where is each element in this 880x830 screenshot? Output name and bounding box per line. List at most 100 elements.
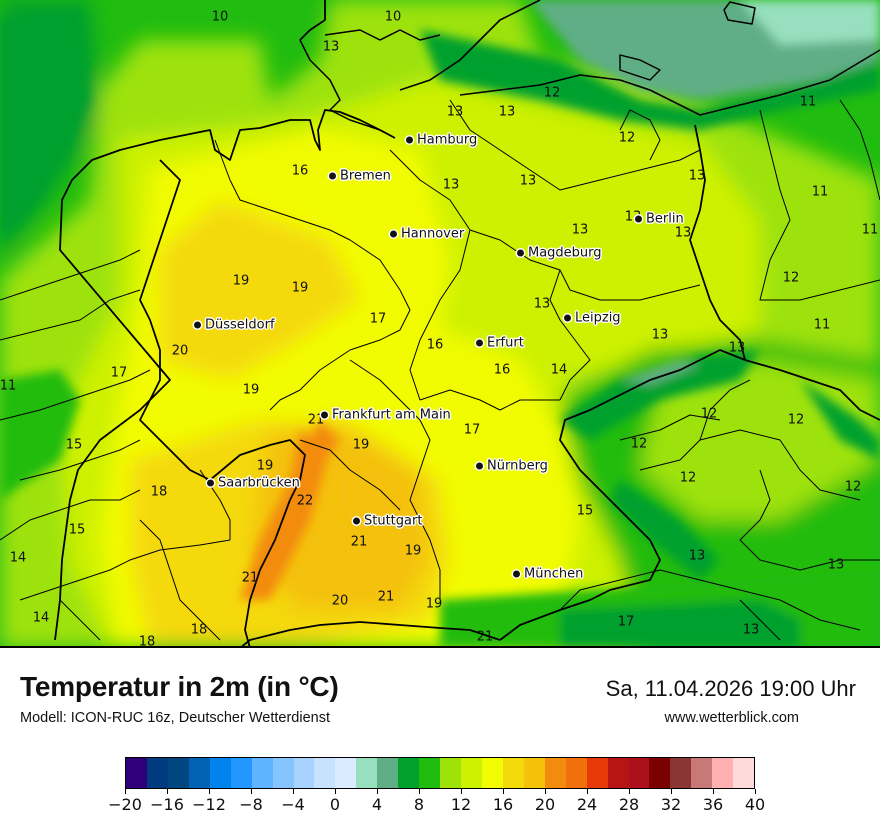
contour-value-label: 20 [331, 593, 349, 609]
colorbar-tick [292, 789, 294, 794]
city-marker: Leipzig [564, 311, 621, 326]
colorbar-segment [419, 758, 441, 788]
colorbar-segment [230, 758, 252, 788]
contour-value-label: 12 [618, 130, 636, 146]
colorbar-segment [293, 758, 315, 788]
city-dot-icon [353, 517, 360, 525]
contour-value-label: 12 [630, 436, 648, 452]
city-name: Berlin [646, 211, 684, 227]
temperature-map: 10 10 13 12 13 13 11 12 16 13 13 13 11 13 13 13 11 19 19 12… [0, 0, 880, 648]
contour-value-label: 21 [350, 534, 368, 550]
city-marker: Magdeburg [517, 246, 602, 261]
colorbar-segment [314, 758, 336, 788]
city-dot-icon [329, 172, 336, 180]
contour-value-label: 21 [307, 412, 325, 428]
colorbar-segment [733, 758, 755, 788]
contour-value-label: 18 [138, 634, 156, 648]
city-name: Hamburg [417, 132, 478, 148]
website-link[interactable]: www.wetterblick.com [664, 710, 799, 726]
colorbar-tick-label: 12 [450, 795, 472, 814]
contour-value-label: 10 [211, 9, 229, 25]
colorbar-segment [440, 758, 461, 788]
temperature-colorbar [125, 757, 755, 789]
contour-value-label: 15 [68, 522, 86, 538]
page-title: Temperatur in 2m (in °C) [20, 671, 339, 702]
colorbar-tick [124, 789, 126, 794]
contour-value-label: 19 [291, 280, 309, 296]
colorbar-tick-label: 24 [576, 795, 598, 814]
contour-value-label: 12 [679, 470, 697, 486]
city-marker: Saarbrücken [207, 476, 300, 491]
contour-value-label: 20 [171, 343, 189, 359]
city-dot-icon [207, 479, 214, 487]
colorbar-tick [460, 789, 462, 794]
colorbar-tick-label: 28 [618, 795, 640, 814]
colorbar-tick-label: 32 [660, 795, 682, 814]
contour-value-label: 19 [425, 596, 443, 612]
colorbar-ticks: −20 −16 −12 −8 −4 0 4 8 12 16 20 24 28 32 36 40 [108, 789, 765, 819]
contour-value-label: 16 [291, 163, 309, 179]
contour-value-label: 13 [519, 173, 537, 189]
colorbar-segment [188, 758, 210, 788]
city-dot-icon [517, 249, 524, 257]
colorbar-tick-label: 0 [329, 795, 341, 814]
contour-value-label: 18 [150, 484, 168, 500]
colorbar-tick-label: 40 [744, 795, 766, 814]
colorbar-segment [272, 758, 294, 788]
colorbar-tick [670, 789, 672, 794]
contour-value-label: 22 [296, 493, 314, 509]
colorbar-segment [523, 758, 545, 788]
contour-value-label: 16 [493, 362, 511, 378]
contour-value-label: 13 [688, 548, 706, 564]
colorbar-segment [461, 758, 482, 788]
colorbar-segment [544, 758, 566, 788]
contour-value-label: 18 [190, 622, 208, 638]
contour-value-label: 15 [65, 437, 83, 453]
city-marker: München [513, 567, 583, 582]
colorbar-tick-label: 20 [534, 795, 556, 814]
colorbar-tick [376, 789, 378, 794]
city-name: Bremen [340, 168, 391, 184]
contour-value-label: 19 [404, 543, 422, 559]
colorbar-tick-label: −4 [281, 795, 305, 814]
valid-datetime: Sa, 11.04.2026 19:00 Uhr [605, 676, 856, 701]
contour-value-label: 19 [352, 437, 370, 453]
colorbar-segment [377, 758, 399, 788]
city-marker: Frankfurt am Main [321, 408, 451, 423]
city-name: Magdeburg [528, 245, 602, 261]
colorbar-tick-label: −8 [239, 795, 263, 814]
city-marker: Berlin [635, 212, 684, 227]
colorbar-segment [335, 758, 357, 788]
colorbar-tick [502, 789, 504, 794]
colorbar-tick-label: 36 [702, 795, 724, 814]
colorbar-tick [754, 789, 756, 794]
colorbar-tick [166, 789, 168, 794]
contour-value-label: 17 [110, 365, 128, 381]
colorbar-segment [712, 758, 734, 788]
contour-value-label: 17 [617, 614, 635, 630]
colorbar-segment [670, 758, 692, 788]
colorbar-tick [250, 789, 252, 794]
city-name: Saarbrücken [218, 475, 300, 491]
contour-value-label: 13 [688, 168, 706, 184]
contour-value-label: 13 [498, 104, 516, 120]
city-dot-icon [321, 411, 328, 419]
contour-value-label: 17 [369, 311, 387, 327]
contour-value-label: 16 [426, 337, 444, 353]
city-name: Leipzig [575, 310, 621, 326]
city-marker: Stuttgart [353, 514, 422, 529]
colorbar-tick [418, 789, 420, 794]
colorbar-segment [146, 758, 168, 788]
colorbar-tick-label: −12 [192, 795, 226, 814]
colorbar-segment [356, 758, 378, 788]
contour-value-label: 13 [533, 296, 551, 312]
city-dot-icon [513, 570, 520, 578]
colorbar-segment [126, 758, 147, 788]
contour-value-label: 13 [322, 39, 340, 55]
colorbar-segment [607, 758, 629, 788]
colorbar-tick [208, 789, 210, 794]
colorbar-tick [712, 789, 714, 794]
contour-value-label: 13 [651, 327, 669, 343]
colorbar-segment [628, 758, 650, 788]
colorbar-segment [565, 758, 587, 788]
